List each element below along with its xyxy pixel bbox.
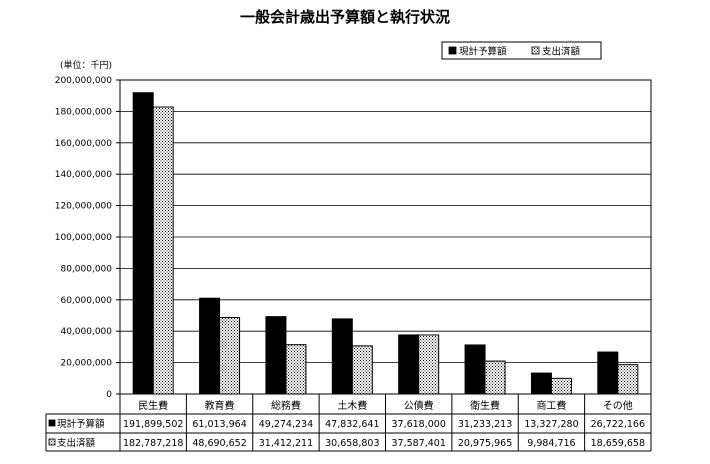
- table-swatch: [48, 438, 56, 446]
- bars: [132, 92, 639, 395]
- legend-label-budget: 現計予算額: [459, 46, 507, 58]
- bar-expenditure: [550, 377, 572, 395]
- table-row-header: 支出済額: [57, 437, 96, 449]
- data-label: 31,233,213: [458, 419, 512, 430]
- legend: 現計予算額 支出済額: [441, 41, 602, 60]
- y-tick-label: 40,000,000: [60, 327, 112, 337]
- data-label: 30,658,803: [325, 438, 379, 449]
- data-label: 13,327,280: [524, 419, 578, 430]
- data-label: 31,412,211: [259, 438, 313, 449]
- bar-budget: [597, 351, 619, 395]
- table-row-header: 現計予算額: [57, 418, 105, 430]
- data-label: 20,975,965: [458, 438, 512, 449]
- data-label: 49,274,234: [259, 419, 313, 430]
- bar-expenditure: [351, 345, 373, 395]
- y-tick-label: 200,000,000: [55, 76, 113, 86]
- data-label: 9,984,716: [527, 438, 575, 449]
- x-tick-label: 衛生費: [470, 399, 500, 412]
- bar-budget: [132, 92, 154, 395]
- x-tick-label: その他: [603, 399, 633, 412]
- data-label: 37,587,401: [391, 438, 445, 449]
- bar-budget: [464, 344, 486, 395]
- bar-expenditure: [285, 344, 307, 395]
- data-label: 47,832,641: [325, 419, 379, 430]
- bar-budget: [199, 297, 221, 395]
- data-label: 26,722,166: [591, 419, 645, 430]
- y-tick-label: 120,000,000: [55, 202, 113, 212]
- bar-expenditure: [219, 317, 241, 395]
- table-swatch: [48, 419, 56, 427]
- bar-expenditure: [617, 364, 639, 395]
- y-tick-label: 20,000,000: [60, 359, 112, 369]
- chart-title: 一般会計歳出予算額と執行状況: [240, 8, 450, 26]
- x-tick-label: 商工費: [536, 399, 566, 412]
- x-tick-label: 公債費: [404, 399, 434, 412]
- bar-expenditure: [418, 334, 440, 395]
- y-tick-label: 140,000,000: [55, 170, 113, 180]
- data-label: 48,690,652: [192, 438, 246, 449]
- y-tick-label: 0: [106, 390, 112, 400]
- bar-expenditure: [484, 360, 506, 395]
- unit-label: (単位：千円): [60, 59, 112, 71]
- legend-swatch-expenditure: [531, 46, 540, 55]
- bar-budget: [530, 372, 552, 395]
- data-label: 61,013,964: [192, 419, 246, 430]
- x-tick-label: 土木費: [337, 399, 367, 412]
- legend-box: [441, 41, 602, 60]
- x-tick-label: 教育費: [205, 399, 235, 412]
- bar-budget: [265, 316, 287, 395]
- y-tick-label: 80,000,000: [60, 264, 112, 274]
- x-tick-label: 民生費: [138, 399, 168, 412]
- data-label: 18,659,658: [591, 438, 645, 449]
- y-axis-ticks: 0 20,000,000 40,000,000 60,000,000 80,000,00…: [55, 76, 120, 400]
- data-label: 182,787,218: [123, 438, 183, 449]
- y-tick-label: 60,000,000: [60, 296, 112, 306]
- data-label: 37,618,000: [391, 419, 445, 430]
- legend-label-expenditure: 支出済額: [542, 46, 581, 58]
- y-tick-label: 160,000,000: [55, 139, 113, 149]
- legend-swatch-budget: [448, 46, 457, 55]
- y-tick-label: 180,000,000: [55, 107, 113, 117]
- y-tick-label: 100,000,000: [55, 233, 113, 243]
- bar-budget: [398, 334, 420, 395]
- x-tick-label: 総務費: [271, 399, 301, 412]
- bar-expenditure: [152, 106, 174, 395]
- data-label: 191,899,502: [123, 419, 183, 430]
- bar-budget: [331, 318, 353, 395]
